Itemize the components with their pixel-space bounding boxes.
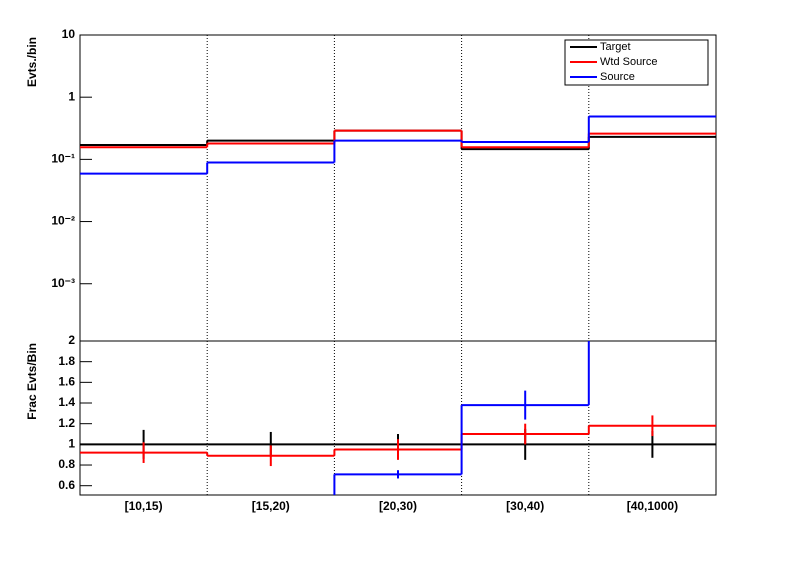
y-tick-label: 1 xyxy=(68,437,75,451)
y-tick-label: 0.6 xyxy=(58,478,75,492)
legend-label: Wtd Source xyxy=(600,56,657,68)
y-tick-label: 1.8 xyxy=(58,354,75,368)
x-tick-label: [40,1000) xyxy=(627,499,678,513)
y-tick-label: 2 xyxy=(68,333,75,347)
plot-frame xyxy=(79,340,717,496)
y-tick-label: 1.6 xyxy=(58,375,75,389)
legend: Target Wtd Source Source xyxy=(564,39,709,86)
legend-label: Source xyxy=(600,71,635,83)
y-tick-label: 1.2 xyxy=(58,416,75,430)
x-tick-label: [30,40) xyxy=(506,499,544,513)
x-tick-label: [20,30) xyxy=(379,499,417,513)
y-tick-label: 0.8 xyxy=(58,457,75,471)
y-tick-label: 10⁻² xyxy=(51,214,75,228)
x-tick-label: [10,15) xyxy=(125,499,163,513)
plot-area xyxy=(80,115,716,175)
plot-area xyxy=(80,341,716,495)
legend-label: Target xyxy=(600,41,631,53)
y-axis-label: Evts./bin xyxy=(25,37,39,87)
y-tick-label: 1 xyxy=(68,89,75,103)
y-tick-label: 10 xyxy=(62,27,76,41)
y-tick-label: 10⁻¹ xyxy=(51,152,75,166)
x-tick-label: [15,20) xyxy=(252,499,290,513)
y-tick-label: 1.4 xyxy=(58,395,75,409)
y-axis-label: Frac Evts/Bin xyxy=(25,343,39,420)
y-tick-label: 10⁻³ xyxy=(51,276,75,290)
